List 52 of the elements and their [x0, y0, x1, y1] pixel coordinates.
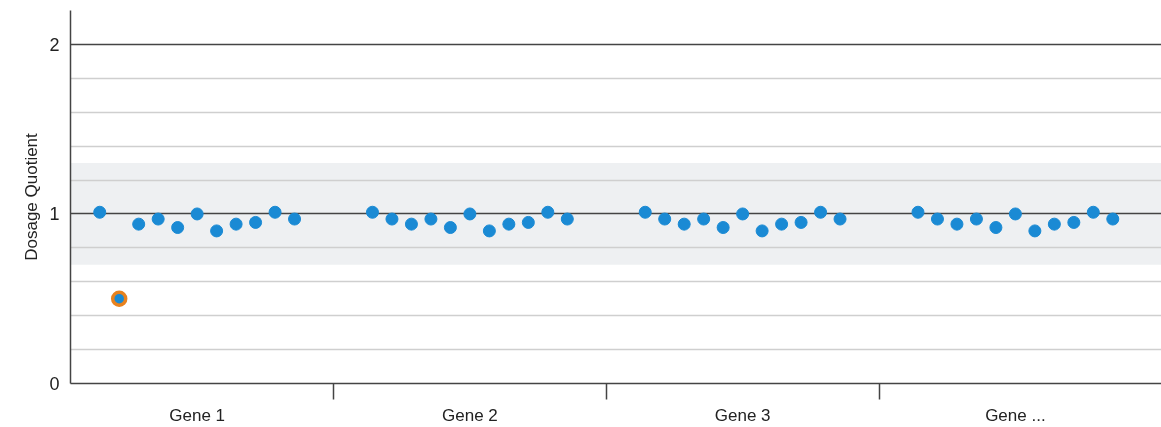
point: [151, 212, 165, 226]
point: [424, 212, 438, 226]
y-tick-label: 1: [49, 204, 60, 225]
x-tick-label: Gene ...: [985, 405, 1046, 425]
x-tick-label: Gene 3: [714, 405, 771, 425]
point: [1008, 207, 1022, 221]
point: [171, 221, 185, 235]
point: [110, 290, 128, 307]
point: [1106, 212, 1120, 226]
point: [521, 215, 535, 229]
point: [989, 221, 1003, 235]
point: [697, 212, 711, 226]
point: [210, 224, 224, 238]
point: [950, 217, 964, 231]
point: [404, 217, 418, 231]
point: [229, 217, 243, 231]
y-axis-title: Dosage Quotient: [22, 132, 42, 261]
point: [1067, 215, 1081, 229]
x-tick-label: Gene 1: [169, 405, 226, 425]
point: [132, 217, 146, 231]
point: [658, 212, 672, 226]
point: [1047, 217, 1061, 231]
x-tick-label: Gene 2: [442, 405, 498, 425]
point: [736, 207, 750, 221]
point: [814, 205, 828, 219]
point: [482, 224, 496, 238]
point: [1028, 224, 1042, 238]
y-tick-label: 0: [49, 374, 60, 394]
y-tick-label: 2: [49, 34, 60, 55]
point: [775, 217, 789, 231]
point: [268, 205, 282, 219]
point: [560, 212, 574, 226]
point: [288, 212, 302, 226]
point: [502, 217, 516, 231]
point: [1086, 205, 1100, 219]
point: [716, 221, 730, 235]
point: [930, 212, 944, 226]
point: [463, 207, 477, 221]
point: [249, 215, 263, 229]
point: [365, 205, 379, 219]
point: [190, 207, 204, 221]
point: [911, 205, 925, 219]
point: [541, 205, 555, 219]
point: [385, 212, 399, 226]
point: [794, 215, 808, 229]
point: [443, 221, 457, 235]
point: [93, 205, 107, 219]
point: [677, 217, 691, 231]
point: [755, 224, 769, 238]
point: [833, 212, 847, 226]
point: [969, 212, 983, 226]
point: [638, 205, 652, 219]
